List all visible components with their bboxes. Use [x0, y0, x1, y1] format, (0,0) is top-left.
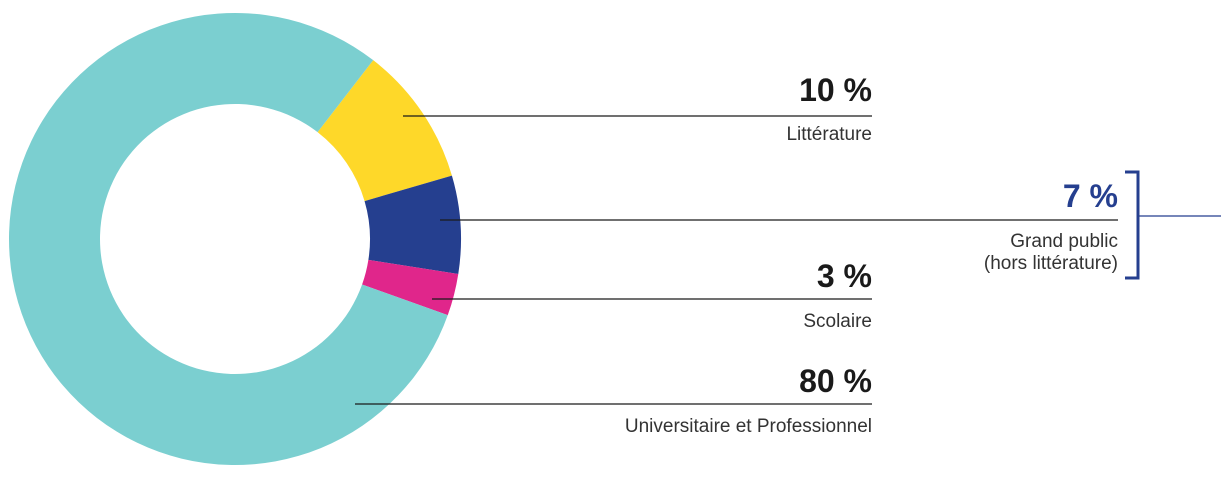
value-label: 3 %: [816, 258, 872, 294]
bracket: [1125, 170, 1140, 280]
category-label: Universitaire et Professionnel: [624, 416, 872, 437]
category-label: Scolaire: [803, 311, 872, 332]
donut-segment: [317, 60, 452, 202]
value-label: 7 %: [1062, 178, 1118, 214]
category-label: Grand public (hors littérature): [983, 231, 1118, 274]
donut-segment: [364, 175, 461, 274]
value-label: 80 %: [799, 363, 872, 399]
donut-segment: [8, 13, 448, 465]
category-label: Littérature: [786, 124, 872, 145]
value-label: 10 %: [799, 72, 872, 108]
donut-segment: [362, 259, 459, 316]
